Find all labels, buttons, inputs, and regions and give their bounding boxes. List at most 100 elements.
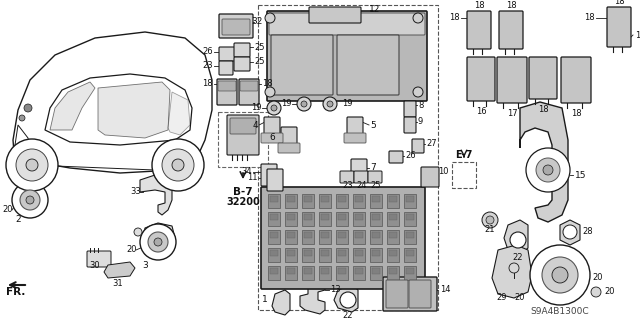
Bar	[355, 250, 363, 256]
FancyBboxPatch shape	[278, 143, 300, 153]
Bar	[370, 230, 382, 244]
Circle shape	[162, 149, 194, 181]
Bar	[338, 214, 346, 220]
Text: 20: 20	[604, 287, 614, 296]
Circle shape	[563, 225, 577, 239]
Polygon shape	[272, 290, 290, 315]
Bar	[268, 230, 280, 244]
Bar	[353, 266, 365, 280]
Bar	[404, 212, 416, 226]
Bar	[285, 230, 297, 244]
Bar	[338, 268, 346, 274]
FancyBboxPatch shape	[467, 11, 491, 49]
Circle shape	[265, 13, 275, 23]
Bar	[372, 214, 380, 220]
Bar	[336, 212, 348, 226]
Bar	[302, 248, 314, 262]
Bar	[372, 232, 380, 238]
Circle shape	[172, 159, 184, 171]
FancyBboxPatch shape	[222, 19, 250, 35]
Bar	[389, 196, 397, 202]
Circle shape	[148, 232, 168, 252]
Circle shape	[413, 87, 423, 97]
FancyBboxPatch shape	[234, 43, 250, 57]
FancyBboxPatch shape	[261, 133, 283, 143]
FancyBboxPatch shape	[281, 127, 297, 147]
Bar	[387, 230, 399, 244]
FancyBboxPatch shape	[219, 47, 235, 61]
Polygon shape	[13, 32, 212, 173]
Bar	[353, 212, 365, 226]
FancyBboxPatch shape	[267, 169, 283, 191]
Circle shape	[16, 149, 48, 181]
Text: 33: 33	[131, 188, 141, 197]
Polygon shape	[334, 285, 358, 312]
Bar	[406, 268, 414, 274]
Text: 15: 15	[575, 170, 586, 180]
Bar	[268, 212, 280, 226]
Text: 14: 14	[440, 286, 451, 294]
FancyBboxPatch shape	[347, 117, 363, 137]
Bar	[355, 232, 363, 238]
Circle shape	[323, 97, 337, 111]
Text: 19: 19	[342, 100, 353, 108]
Circle shape	[6, 139, 58, 191]
Circle shape	[19, 115, 25, 121]
Bar	[336, 230, 348, 244]
Circle shape	[20, 190, 40, 210]
Polygon shape	[520, 102, 568, 222]
Text: E-7: E-7	[455, 150, 473, 160]
Bar	[321, 232, 329, 238]
Bar	[406, 214, 414, 220]
Text: 25: 25	[371, 182, 381, 190]
Bar	[302, 230, 314, 244]
Bar	[285, 194, 297, 208]
Text: 11: 11	[248, 174, 258, 182]
Circle shape	[26, 196, 34, 204]
Polygon shape	[50, 82, 95, 130]
FancyBboxPatch shape	[340, 171, 354, 183]
FancyBboxPatch shape	[404, 101, 416, 117]
Text: 29: 29	[497, 293, 508, 302]
FancyBboxPatch shape	[497, 57, 527, 103]
Circle shape	[152, 139, 204, 191]
Circle shape	[413, 13, 423, 23]
Bar	[355, 214, 363, 220]
Polygon shape	[140, 175, 172, 215]
Text: 26: 26	[202, 48, 213, 56]
Bar	[404, 194, 416, 208]
Bar	[372, 268, 380, 274]
Text: 32: 32	[252, 18, 262, 26]
Bar	[338, 250, 346, 256]
FancyBboxPatch shape	[227, 115, 259, 155]
Text: 28: 28	[582, 227, 593, 236]
Bar	[353, 194, 365, 208]
FancyBboxPatch shape	[344, 133, 366, 143]
FancyBboxPatch shape	[607, 7, 631, 47]
Text: 20: 20	[3, 205, 13, 214]
Text: 27: 27	[426, 139, 436, 149]
Circle shape	[482, 212, 498, 228]
Text: 30: 30	[90, 261, 100, 270]
Circle shape	[510, 232, 526, 248]
FancyBboxPatch shape	[261, 164, 277, 186]
Polygon shape	[560, 220, 580, 245]
Bar	[319, 212, 331, 226]
FancyBboxPatch shape	[409, 280, 431, 308]
Polygon shape	[168, 92, 190, 135]
Polygon shape	[15, 125, 32, 160]
Bar	[304, 268, 312, 274]
Bar	[404, 230, 416, 244]
Text: 18: 18	[571, 109, 581, 118]
Text: 20: 20	[592, 273, 602, 283]
Circle shape	[536, 158, 560, 182]
Text: 22: 22	[343, 311, 353, 319]
Bar	[319, 266, 331, 280]
Bar	[406, 196, 414, 202]
Bar	[319, 194, 331, 208]
Bar	[321, 196, 329, 202]
Circle shape	[509, 263, 519, 273]
Bar	[321, 268, 329, 274]
Text: 12: 12	[369, 5, 381, 14]
Text: 18: 18	[538, 106, 548, 115]
